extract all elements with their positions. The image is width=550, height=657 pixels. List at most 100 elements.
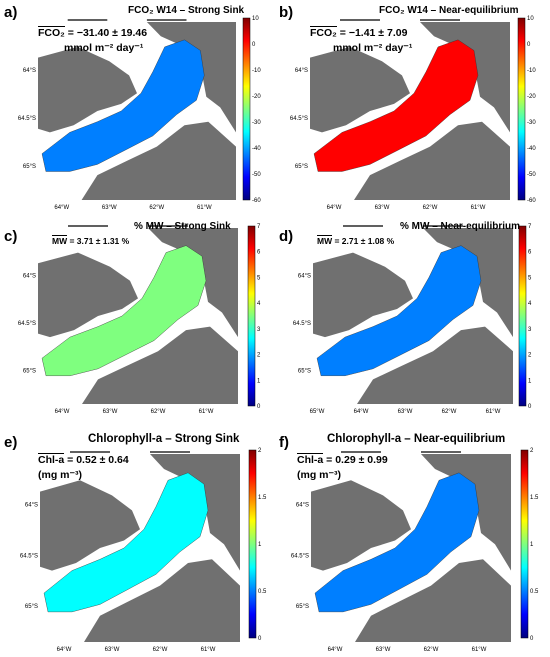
colorbar-tick-label: 0.5 xyxy=(258,589,267,595)
land-west xyxy=(310,46,410,133)
water-strait xyxy=(41,39,205,172)
colorbar-tick-label: 7 xyxy=(257,224,261,230)
land-northeast xyxy=(420,22,510,133)
panel-title: Chlorophyll-a – Near-equilibrium xyxy=(327,433,506,445)
land-south xyxy=(357,326,513,404)
lat-tick-label: 64.5°S xyxy=(293,321,311,327)
panel-e: 64°S 64.5°S 65°S 64°W 63°W 62°W 61°W 2 1.5 1 0.5 0 … xyxy=(0,426,275,657)
lon-tick-label: 62°W xyxy=(423,205,438,211)
panel-title: FCO₂ W14 – Strong Sink xyxy=(128,5,245,16)
panel-c: 64°S 64.5°S 65°S 64°W 63°W 62°W 61°W 7 6 5 4 3 2 1 0 c… xyxy=(0,218,275,423)
colorbar-tick-label: -50 xyxy=(527,172,536,178)
stat-line: Chl-a = 0.29 ± 0.99 xyxy=(297,453,388,467)
lon-tick-label: 64°W xyxy=(55,409,70,415)
lon-tick-label: 63°W xyxy=(103,409,118,415)
stat-value: = 0.52 ± 0.64 xyxy=(67,454,129,466)
panel-label: e) xyxy=(4,434,18,451)
colorbar-tick-label: -60 xyxy=(252,198,261,204)
land-west xyxy=(311,480,411,571)
land-northeast xyxy=(146,22,236,133)
land-south xyxy=(81,121,236,200)
colorbar-tick-label: 0 xyxy=(257,404,261,410)
colorbar xyxy=(247,225,256,407)
colorbar-tick-label: -30 xyxy=(252,120,261,126)
map-a: 64°S 64.5°S 65°S 64°W 63°W 62°W 61°W 10 0 -10 -20 -… xyxy=(18,16,261,211)
colorbar-tick-label: -50 xyxy=(252,172,261,178)
colorbar-tick-label: 1 xyxy=(528,378,532,384)
lon-tick-label: 62°W xyxy=(151,409,166,415)
panel-title: FCO₂ W14 – Near-equilibrium xyxy=(379,5,519,16)
lat-tick-label: 65°S xyxy=(23,164,36,170)
lon-tick-label: 64°W xyxy=(354,409,369,415)
lon-tick-label: 62°W xyxy=(424,647,439,653)
panel-title: % MW – Strong Sink xyxy=(134,221,231,232)
colorbar-tick-label: 0.5 xyxy=(530,589,539,595)
colorbar-tick-label: 1 xyxy=(257,378,261,384)
lat-tick-label: 64°S xyxy=(23,273,36,279)
stat-value: = 3.71 ± 1.31 % xyxy=(69,236,130,246)
colorbar-tick-label: -10 xyxy=(527,68,536,74)
lat-tick-label: 64°S xyxy=(23,68,36,74)
colorbar-tick-label: 3 xyxy=(257,327,261,333)
lon-tick-label: 64°W xyxy=(328,647,343,653)
stat-unit: (mg m⁻³) xyxy=(297,469,342,481)
colorbar-tick-label: 1.5 xyxy=(258,495,267,501)
lat-tick-label: 65°S xyxy=(295,164,308,170)
lon-tick-label: 61°W xyxy=(472,647,487,653)
stat-value: = −31.40 ± 19.46 xyxy=(67,27,148,39)
lat-tick-label: 64°S xyxy=(298,273,311,279)
panel-title: Chlorophyll-a – Strong Sink xyxy=(88,433,240,445)
land-northeast xyxy=(421,454,511,571)
lon-tick-label: 61°W xyxy=(197,205,212,211)
stat-unit: mmol m⁻² day⁻¹ xyxy=(64,42,144,54)
colorbar-tick-label: 3 xyxy=(528,327,532,333)
colorbar-tick-label: 0 xyxy=(252,42,256,48)
stat-variable: Chl-a xyxy=(297,453,324,466)
water-strait xyxy=(313,39,479,172)
colorbar-tick-label: 10 xyxy=(252,16,259,22)
stat-value: = −1.41 ± 7.09 xyxy=(339,27,408,39)
panel-title: % MW – Near-equilibrium xyxy=(400,221,521,232)
colorbar-tick-label: 1 xyxy=(258,542,262,548)
colorbar-tick-label: -60 xyxy=(527,198,536,204)
water-strait xyxy=(314,472,480,613)
lat-tick-label: 64.5°S xyxy=(20,553,38,559)
lat-tick-label: 65°S xyxy=(298,368,311,374)
stat-line: MW = 2.71 ± 1.08 % xyxy=(317,235,394,248)
lat-tick-label: 65°S xyxy=(23,368,36,374)
land-west xyxy=(313,252,413,338)
stat-line: MW = 3.71 ± 1.31 % xyxy=(52,235,129,248)
map-b: 64°S 64.5°S 65°S 64°W 63°W 62°W 61°W 10 0 -10 -20 -… xyxy=(290,16,536,211)
colorbar-tick-label: -20 xyxy=(252,94,261,100)
colorbar xyxy=(518,225,527,407)
lon-tick-label: 63°W xyxy=(376,647,391,653)
lat-tick-label: 64°S xyxy=(296,503,309,509)
lat-tick-label: 64°S xyxy=(295,68,308,74)
panel-label: d) xyxy=(279,228,294,245)
lon-tick-label: 64°W xyxy=(57,647,72,653)
colorbar-tick-label: 6 xyxy=(528,250,532,256)
stat-line: Chl-a = 0.52 ± 0.64 xyxy=(38,453,129,467)
colorbar-tick-label: 2 xyxy=(257,353,261,359)
land-west xyxy=(38,252,138,338)
colorbar-tick-label: 1 xyxy=(530,542,534,548)
lon-tick-label: 62°W xyxy=(153,647,168,653)
lon-tick-label: 61°W xyxy=(199,409,214,415)
water-strait xyxy=(316,245,482,377)
colorbar-tick-label: -20 xyxy=(527,94,536,100)
stat-variable: FCO₂ xyxy=(310,26,337,39)
colorbar-tick-label: 4 xyxy=(257,301,261,307)
stat-variable: FCO₂ xyxy=(38,26,65,39)
colorbar-tick-label: 5 xyxy=(528,275,532,281)
lat-tick-label: 64.5°S xyxy=(18,321,36,327)
stat-line: FCO₂ = −31.40 ± 19.46 xyxy=(38,26,148,40)
lon-tick-label: 62°W xyxy=(149,205,164,211)
colorbar-tick-label: 0 xyxy=(527,42,531,48)
lon-tick-label: 63°W xyxy=(375,205,390,211)
colorbar-tick-label: 7 xyxy=(528,224,532,230)
stat-unit: (mg m⁻³) xyxy=(38,469,83,481)
lat-tick-label: 65°S xyxy=(296,604,309,610)
colorbar-tick-label: -30 xyxy=(527,120,536,126)
panel-label: a) xyxy=(4,4,18,21)
stat-variable: MW xyxy=(52,235,68,246)
